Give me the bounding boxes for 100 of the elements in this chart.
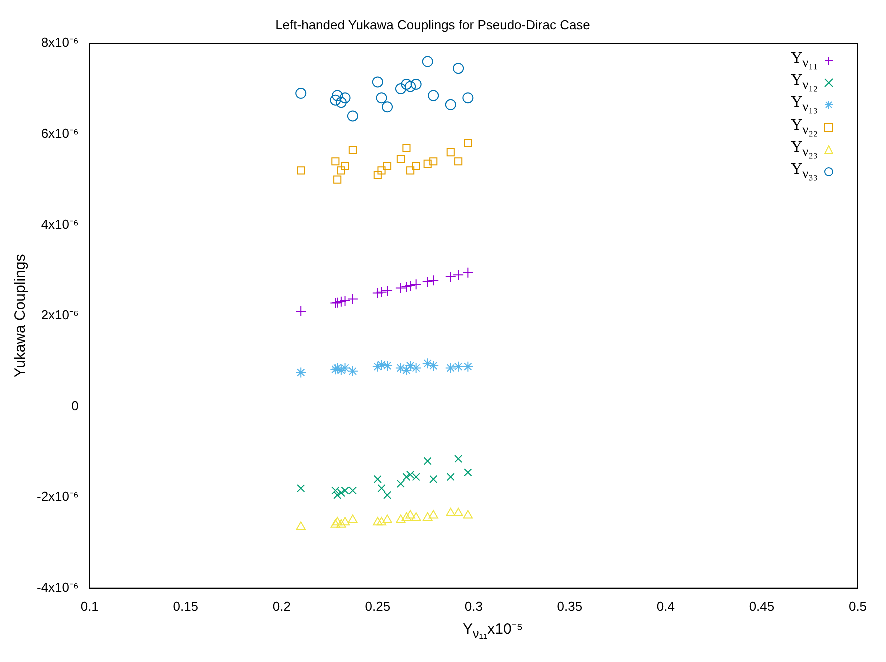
point <box>337 166 346 175</box>
point <box>378 484 386 493</box>
point <box>341 162 350 170</box>
point <box>453 63 464 74</box>
point <box>462 361 474 372</box>
point <box>340 362 351 374</box>
point <box>395 362 406 374</box>
x-tick-label: 0.1 <box>80 598 99 614</box>
point <box>445 362 456 374</box>
y-tick-label: 8x10⁻⁶ <box>41 35 79 50</box>
x-tick-label: 0.35 <box>557 598 583 614</box>
x-tick-label: 0.2 <box>272 598 291 614</box>
y-tick-label: -4x10⁻⁶ <box>36 580 79 595</box>
point <box>446 473 455 482</box>
point <box>296 306 307 317</box>
point <box>383 491 392 500</box>
point <box>395 282 406 294</box>
point <box>401 78 412 90</box>
point <box>348 146 357 154</box>
x-tick-label: 0.15 <box>173 598 199 614</box>
point <box>376 517 387 526</box>
point <box>382 102 394 113</box>
x-tick-label: 0.3 <box>464 598 483 614</box>
point <box>336 519 346 528</box>
point <box>446 508 456 516</box>
point <box>337 489 346 498</box>
point <box>396 480 405 488</box>
x-tick-label: 0.4 <box>656 598 676 614</box>
point <box>428 360 440 372</box>
x-axis-title: Y$_{ν₁₁}$x10⁻⁵ <box>462 620 524 641</box>
point <box>336 364 347 376</box>
point <box>376 92 388 104</box>
point <box>464 139 472 148</box>
point <box>401 281 412 292</box>
point <box>428 510 438 519</box>
point <box>332 158 340 166</box>
point <box>402 473 411 482</box>
legend-label: Y$_{ν₃₃}$ <box>791 160 818 184</box>
point <box>464 468 472 477</box>
point <box>445 271 456 282</box>
point <box>406 166 415 175</box>
x-tick-label: 0.45 <box>749 598 775 614</box>
point <box>372 76 384 88</box>
legend-label: Y$_{ν₂₃}$ <box>791 138 818 161</box>
point <box>341 486 350 495</box>
point <box>430 158 438 166</box>
point <box>336 296 347 308</box>
point <box>332 517 342 526</box>
point <box>453 361 464 372</box>
point <box>340 296 351 307</box>
point <box>372 361 384 372</box>
point <box>412 162 420 170</box>
legend-label: Y$_{ν₂₂}$ <box>791 116 818 139</box>
point <box>347 366 358 377</box>
point <box>405 360 416 372</box>
point <box>412 473 420 482</box>
point <box>340 517 350 526</box>
point <box>396 155 405 164</box>
point <box>462 267 474 278</box>
point <box>330 94 342 106</box>
y-axis-title: Yukawa Couplings <box>12 254 30 378</box>
point <box>382 286 394 297</box>
point <box>334 491 342 500</box>
point <box>462 92 474 104</box>
point <box>373 517 383 526</box>
x-tick-label: 0.5 <box>848 598 868 614</box>
point <box>424 457 432 466</box>
point <box>405 81 416 92</box>
point <box>376 286 388 298</box>
point <box>340 92 351 104</box>
point <box>382 360 394 372</box>
point <box>330 519 340 528</box>
point <box>405 280 416 292</box>
point <box>376 360 388 371</box>
chart-title: Left-handed Yukawa Couplings for Pseudo-Dirac Case <box>276 17 590 32</box>
point <box>422 276 434 288</box>
x-tick-label: 0.25 <box>365 598 391 614</box>
point <box>297 166 306 175</box>
y-tick-label: 4x10⁻⁶ <box>41 216 79 232</box>
point <box>446 148 455 157</box>
point <box>445 99 456 110</box>
point <box>395 84 406 94</box>
point <box>374 475 382 484</box>
point <box>422 358 434 370</box>
point <box>296 367 307 378</box>
point <box>402 144 411 152</box>
point <box>348 486 357 495</box>
point <box>347 110 358 122</box>
point <box>332 486 340 495</box>
point <box>347 294 358 305</box>
legend-label: Y$_{ν₁₃}$ <box>791 94 818 117</box>
point <box>297 484 306 493</box>
point <box>378 166 386 175</box>
point <box>372 288 384 299</box>
point <box>454 508 464 516</box>
point <box>411 512 422 522</box>
point <box>374 171 382 180</box>
point <box>410 362 422 374</box>
point <box>383 162 392 170</box>
point <box>453 270 464 281</box>
